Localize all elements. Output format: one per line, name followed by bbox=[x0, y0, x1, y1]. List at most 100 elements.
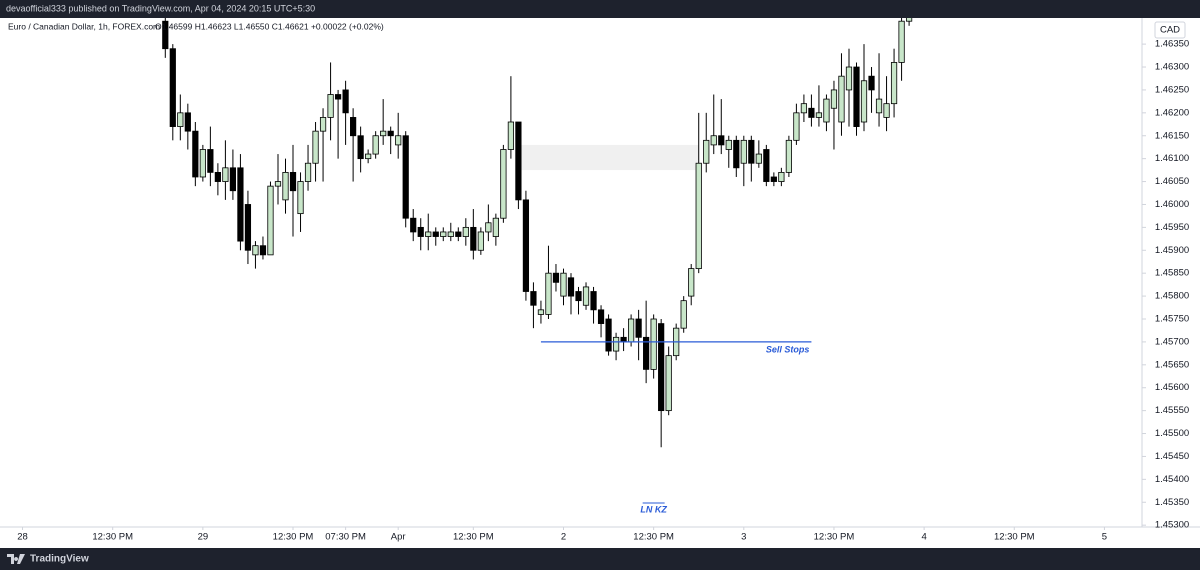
bear-body bbox=[635, 318, 642, 338]
bull-body bbox=[372, 135, 379, 155]
x-tick-label: 12:30 PM bbox=[994, 532, 1035, 543]
bear-body bbox=[334, 94, 342, 100]
bear-body bbox=[470, 226, 477, 251]
bear-body bbox=[410, 217, 417, 233]
bear-body bbox=[770, 176, 777, 182]
top-bar bbox=[0, 0, 1200, 18]
x-tick-label: 28 bbox=[17, 532, 28, 543]
bull-body bbox=[252, 245, 259, 256]
bull-body bbox=[725, 139, 732, 150]
bull-body bbox=[500, 149, 507, 219]
bull-body bbox=[395, 135, 402, 146]
bear-body bbox=[162, 20, 169, 50]
x-tick-label: Apr bbox=[391, 532, 406, 543]
bull-body bbox=[319, 117, 327, 132]
bear-body bbox=[658, 323, 665, 412]
bear-body bbox=[432, 231, 439, 237]
bull-body bbox=[890, 62, 898, 105]
bull-body bbox=[905, 18, 913, 22]
sell-stops-label: Sell Stops bbox=[766, 344, 810, 354]
x-tick-label: 2 bbox=[561, 532, 566, 543]
bull-body bbox=[485, 222, 492, 233]
bull-body bbox=[845, 66, 853, 91]
bear-body bbox=[748, 139, 755, 164]
bull-body bbox=[800, 103, 808, 114]
bull-body bbox=[860, 80, 868, 123]
bull-body bbox=[755, 153, 762, 164]
bear-body bbox=[552, 272, 560, 283]
y-tick-label: 1.46200 bbox=[1155, 107, 1189, 118]
x-tick-label: 12:30 PM bbox=[273, 532, 314, 543]
bull-body bbox=[680, 300, 687, 329]
bull-body bbox=[177, 112, 184, 127]
y-tick-label: 1.45750 bbox=[1155, 314, 1189, 325]
y-tick-label: 1.45650 bbox=[1155, 359, 1189, 370]
y-tick-label: 1.45600 bbox=[1155, 382, 1189, 393]
bear-body bbox=[402, 135, 409, 219]
bear-body bbox=[733, 139, 740, 169]
bear-body bbox=[184, 112, 191, 132]
bear-body bbox=[808, 107, 815, 118]
bull-body bbox=[537, 309, 545, 315]
bottom-bar bbox=[0, 548, 1200, 570]
x-tick-label: 07:30 PM bbox=[325, 532, 366, 543]
bear-body bbox=[417, 226, 424, 237]
bull-body bbox=[282, 171, 289, 201]
session-label: LN KZ bbox=[640, 504, 667, 514]
bear-body bbox=[590, 291, 597, 311]
bull-body bbox=[688, 268, 695, 297]
symbol: Euro / Canadian Dollar, 1h, FOREX.com bbox=[8, 21, 160, 31]
bull-body bbox=[740, 139, 747, 164]
bear-body bbox=[643, 336, 650, 370]
bear-body bbox=[342, 89, 349, 114]
plot-area: Sell Stops LN KZ bbox=[162, 18, 913, 514]
bear-body bbox=[214, 171, 221, 182]
bull-body bbox=[883, 103, 890, 118]
bull-body bbox=[582, 286, 590, 306]
bull-body bbox=[274, 181, 282, 187]
bull-body bbox=[545, 272, 552, 315]
bear-body bbox=[387, 130, 394, 137]
bull-body bbox=[650, 318, 657, 370]
y-tick-label: 1.45350 bbox=[1155, 497, 1189, 508]
bull-body bbox=[778, 171, 785, 182]
bull-body bbox=[628, 318, 635, 343]
y-tick-label: 1.46000 bbox=[1155, 199, 1189, 210]
publisher: devaofficial333 published on TradingView… bbox=[6, 3, 315, 13]
bull-body bbox=[898, 20, 905, 63]
bull-body bbox=[612, 336, 620, 352]
bear-body bbox=[575, 291, 582, 302]
currency-box bbox=[1154, 21, 1186, 39]
y-tick-label: 1.46250 bbox=[1155, 84, 1189, 95]
y-tick-label: 1.45950 bbox=[1155, 222, 1189, 233]
bull-body bbox=[380, 130, 387, 137]
bear-body bbox=[455, 231, 462, 237]
bull-body bbox=[477, 231, 484, 251]
bear-body bbox=[259, 245, 267, 256]
bull-body bbox=[785, 139, 792, 173]
bull-body bbox=[222, 167, 229, 182]
x-tick-label: 12:30 PM bbox=[814, 532, 855, 543]
y-tick-label: 1.45900 bbox=[1155, 245, 1189, 256]
bear-body bbox=[289, 171, 297, 192]
bull-body bbox=[823, 98, 830, 123]
bull-body bbox=[447, 231, 454, 237]
bull-body bbox=[312, 130, 319, 164]
bull-body bbox=[703, 139, 710, 164]
bear-body bbox=[350, 117, 357, 137]
ohlc-legend: O1.46599 H1.46623 L1.46550 C1.46621 +0.0… bbox=[155, 21, 384, 31]
bull-body bbox=[327, 94, 334, 118]
bull-body bbox=[462, 226, 469, 237]
x-tick-label: 5 bbox=[1102, 532, 1107, 543]
bull-body bbox=[297, 181, 304, 215]
bull-body bbox=[199, 149, 206, 178]
bull-body bbox=[425, 231, 432, 237]
y-tick-label: 1.45850 bbox=[1155, 268, 1189, 279]
bear-body bbox=[169, 48, 176, 127]
bull-body bbox=[875, 98, 883, 114]
bull-body bbox=[695, 162, 702, 270]
bull-body bbox=[710, 135, 717, 146]
